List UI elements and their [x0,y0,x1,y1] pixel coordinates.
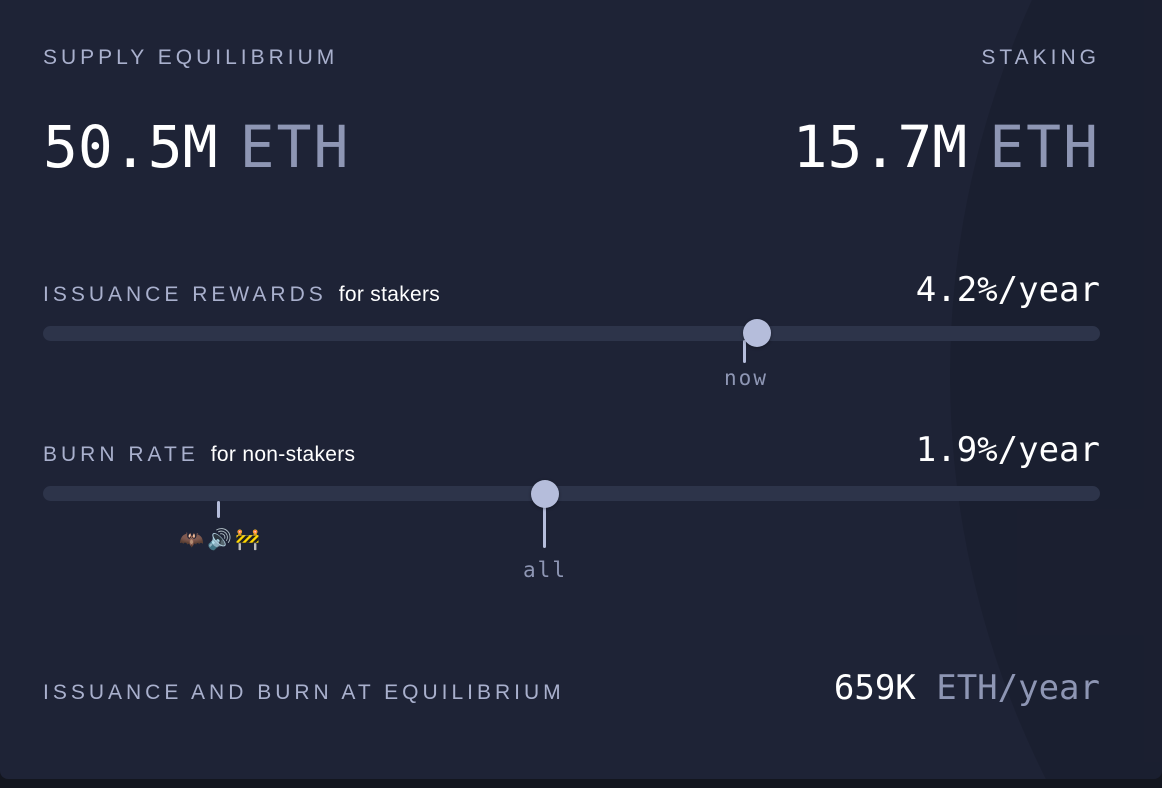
burn-rate-value: 1.9%/year [915,430,1100,470]
supply-equilibrium-unit: ETH [239,113,351,181]
all-marker-line [543,501,546,548]
equilibrium-row: ISSUANCE AND BURN AT EQUILIBRIUM 659K ET… [43,668,1100,708]
equilibrium-unit: ETH/year [915,668,1100,708]
issuance-slider-thumb[interactable] [743,319,771,347]
equilibrium-amount: 659K ETH/year [834,668,1100,708]
burn-rate-sublabel: for non-stakers [210,443,356,466]
staking-title: STAKING [981,46,1100,69]
burn-slider-thumb[interactable] [531,480,559,508]
burn-slider-track[interactable] [43,486,1100,501]
widget-title-row: SUPPLY EQUILIBRIUM STAKING [43,45,1100,71]
issuance-label-group: ISSUANCE REWARDS for stakers [43,281,440,309]
now-marker-line [743,340,746,363]
issuance-rewards-label: ISSUANCE REWARDS [43,283,327,306]
bat-speaker-barrier-icon: 🦇🔊🚧 [179,527,263,551]
supply-equilibrium-value: 50.5M [43,113,218,181]
supply-equilibrium-title: SUPPLY EQUILIBRIUM [43,46,339,69]
staking-value: 15.7M [792,113,968,181]
burn-rate-label: BURN RATE [43,443,199,466]
now-marker-label: now [724,366,768,390]
all-marker-label: all [523,558,567,582]
burn-label-group: BURN RATE for non-stakers [43,441,355,469]
equilibrium-value: 659K [833,668,916,708]
supply-equilibrium-amount: 50.5M ETH [43,118,350,176]
issuance-rewards-sublabel: for stakers [338,283,441,306]
bat-signal-marker-line [217,501,220,518]
issuance-slider-track[interactable] [43,326,1100,341]
staking-unit: ETH [989,113,1100,181]
issuance-rate-value: 4.2%/year [915,270,1100,310]
issuance-header-row: ISSUANCE REWARDS for stakers 4.2%/year [43,270,1100,310]
issuance-and-burn-label: ISSUANCE AND BURN AT EQUILIBRIUM [43,681,565,704]
amounts-row: 50.5M ETH 15.7M ETH [43,118,1100,176]
staking-amount: 15.7M ETH [793,118,1100,176]
burn-header-row: BURN RATE for non-stakers 1.9%/year [43,430,1100,470]
